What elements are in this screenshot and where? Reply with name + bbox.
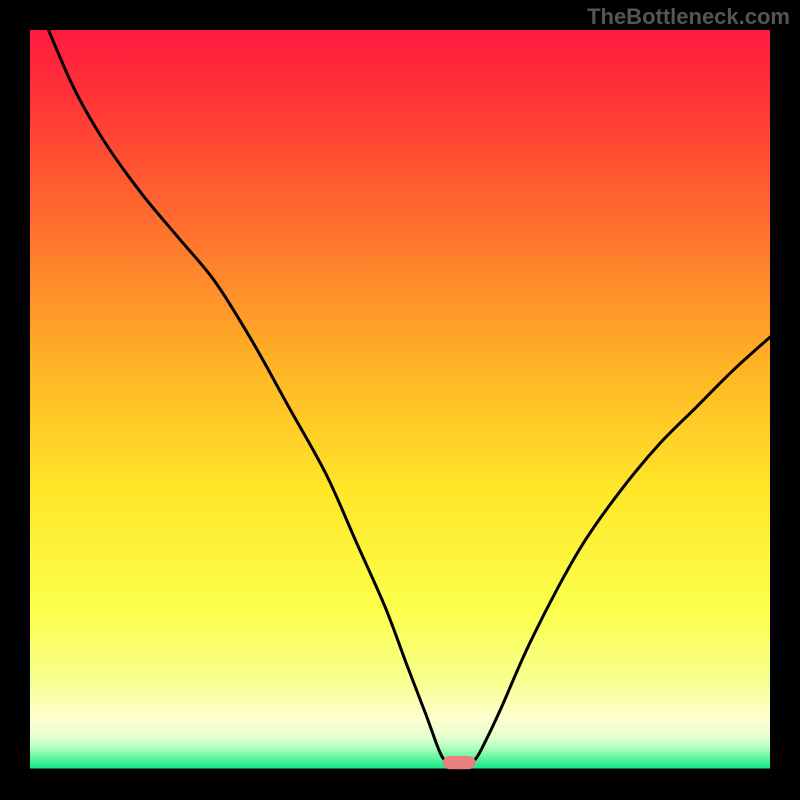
watermark-text: TheBottleneck.com [587,4,790,30]
optimal-marker [443,756,476,769]
bottleneck-chart-svg [0,0,800,800]
chart-gradient-background [30,30,770,770]
chart-container: { "watermark": { "text": "TheBottleneck.… [0,0,800,800]
